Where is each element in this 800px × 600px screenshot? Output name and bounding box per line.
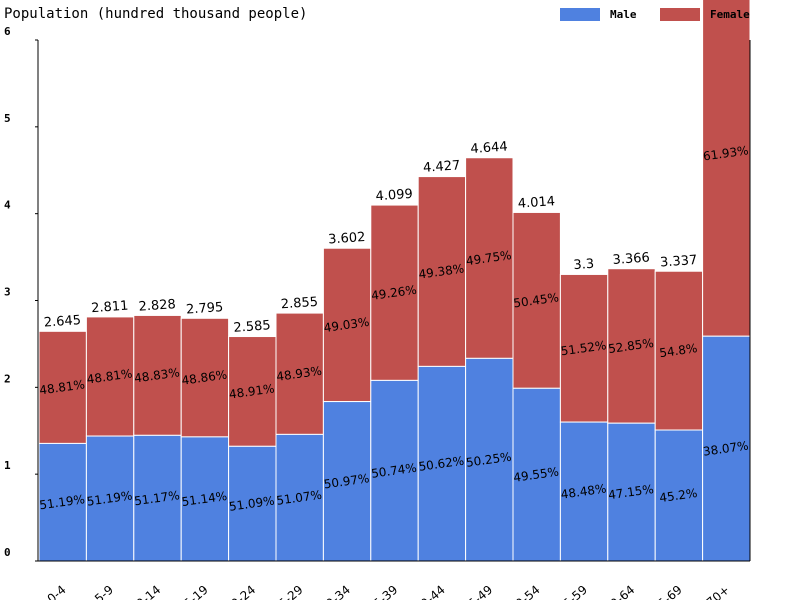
bar-female-65-69 (654, 270, 704, 431)
x-tick-label-10-14: 10-14 (128, 583, 164, 600)
bar-female-30-34 (322, 247, 372, 403)
x-tick-label-20-24: 20-24 (223, 583, 259, 600)
x-tick-label-30-34: 30-34 (317, 583, 353, 600)
percent-label-male-40-44: 50.62% (418, 454, 465, 474)
percent-label-female-70+: 61.93% (702, 143, 749, 163)
bar-male-25-29 (275, 433, 324, 562)
bar-female-5-9 (85, 316, 135, 437)
bar-male-5-9 (85, 435, 135, 562)
percent-label-male-35-39: 50.74% (370, 461, 417, 481)
percent-label-female-5-9: 48.81% (86, 366, 133, 386)
x-tick-label-55-59: 55-59 (554, 583, 590, 600)
total-label-60-64: 3.366 (612, 250, 650, 268)
x-tick-label-5-9: 5-9 (92, 583, 116, 600)
y-tick-label-0: 0 (4, 546, 11, 559)
x-tick-label-70+: 70+ (704, 583, 732, 600)
bar-male-20-24 (228, 445, 277, 562)
percent-label-male-0-4: 51.19% (39, 492, 86, 512)
x-tick-label-0-4: 0-4 (45, 583, 69, 600)
legend-label-female: Female (710, 8, 750, 21)
percent-label-female-65-69: 54.8% (658, 341, 698, 360)
bar-female-70+ (702, 0, 751, 337)
labels-layer: 51.19% 48.81% 2.645 51.19% 48.81% 2.811 51.17%… (39, 139, 750, 513)
percent-label-female-20-24: 48.91% (228, 381, 275, 401)
total-label-25-29: 2.855 (280, 295, 318, 313)
bar-female-50-54 (512, 211, 561, 389)
total-label-50-54: 4.014 (517, 194, 555, 212)
bar-male-0-4 (38, 442, 87, 562)
bar-male-10-14 (133, 434, 182, 562)
total-label-55-59: 3.3 (573, 257, 595, 273)
y-tick-label-3: 3 (4, 286, 11, 299)
x-tick-label-25-29: 25-29 (270, 583, 306, 600)
legend-swatch-male (560, 8, 600, 21)
percent-label-female-35-39: 49.26% (370, 283, 417, 303)
percent-label-male-20-24: 51.09% (228, 494, 275, 514)
percent-label-male-50-54: 49.55% (513, 465, 560, 485)
bars-layer (38, 0, 751, 562)
total-label-35-39: 4.099 (375, 187, 413, 205)
bar-male-70+ (702, 335, 751, 562)
x-tick-label-65-69: 65-69 (649, 583, 685, 600)
percent-label-male-15-19: 51.14% (181, 489, 228, 509)
bar-male-65-69 (654, 429, 704, 562)
percent-label-female-15-19: 48.86% (181, 368, 228, 388)
percent-label-female-60-64: 52.85% (607, 336, 654, 356)
total-label-20-24: 2.585 (233, 318, 271, 336)
percent-label-male-65-69: 45.2% (658, 486, 698, 505)
legend: Male Female (560, 8, 750, 21)
percent-label-male-25-29: 51.07% (276, 488, 323, 508)
bar-female-40-44 (417, 176, 467, 367)
percent-label-male-30-34: 50.97% (323, 471, 370, 491)
x-tick-label-40-44: 40-44 (412, 583, 448, 600)
bar-female-0-4 (38, 330, 87, 444)
total-label-65-69: 3.337 (660, 253, 698, 271)
percent-label-female-45-49: 49.75% (465, 248, 512, 268)
x-tick-label-45-49: 45-49 (460, 583, 496, 600)
bar-male-40-44 (417, 365, 467, 562)
x-tick-label-35-39: 35-39 (365, 583, 401, 600)
percent-label-male-10-14: 51.17% (133, 488, 180, 508)
percent-label-male-55-59: 48.48% (560, 481, 607, 501)
bar-female-55-59 (559, 273, 609, 423)
legend-swatch-female (660, 8, 700, 21)
percent-label-male-60-64: 47.15% (607, 482, 654, 502)
total-label-45-49: 4.644 (470, 139, 508, 157)
total-label-5-9: 2.811 (91, 299, 129, 317)
total-label-15-19: 2.795 (186, 300, 224, 318)
percent-label-female-25-29: 48.93% (276, 364, 323, 384)
percent-label-female-50-54: 50.45% (513, 290, 560, 310)
total-label-40-44: 4.427 (423, 158, 461, 176)
bar-female-45-49 (465, 157, 514, 359)
bar-male-15-19 (180, 436, 230, 562)
bar-male-45-49 (465, 357, 514, 562)
bar-male-35-39 (370, 379, 419, 562)
bar-male-30-34 (322, 401, 372, 562)
bar-female-60-64 (607, 268, 656, 424)
percent-label-female-0-4: 48.81% (39, 377, 86, 397)
y-tick-label-1: 1 (4, 459, 11, 472)
percent-label-female-40-44: 49.38% (418, 261, 465, 281)
x-tick-label-15-19: 15-19 (175, 583, 211, 600)
total-label-30-34: 3.602 (328, 230, 366, 248)
chart-title: Population (hundred thousand people) (4, 6, 307, 22)
percent-label-female-10-14: 48.83% (133, 365, 180, 385)
x-tick-label-60-64: 60-64 (602, 583, 638, 600)
percent-label-male-70+: 38.07% (702, 439, 749, 459)
y-tick-label-5: 5 (4, 112, 11, 125)
percent-label-male-5-9: 51.19% (86, 488, 133, 508)
legend-label-male: Male (610, 8, 637, 21)
y-tick-label-4: 4 (4, 199, 11, 212)
x-tick-label-50-54: 50-54 (507, 583, 543, 600)
percent-label-female-55-59: 51.52% (560, 338, 607, 358)
percent-label-female-30-34: 49.03% (323, 315, 370, 335)
y-tick-label-6: 6 (4, 25, 11, 38)
percent-label-male-45-49: 50.25% (465, 450, 512, 470)
bar-male-50-54 (512, 387, 561, 562)
y-tick-label-2: 2 (4, 372, 11, 385)
total-label-0-4: 2.645 (43, 313, 81, 331)
total-label-10-14: 2.828 (138, 297, 176, 315)
